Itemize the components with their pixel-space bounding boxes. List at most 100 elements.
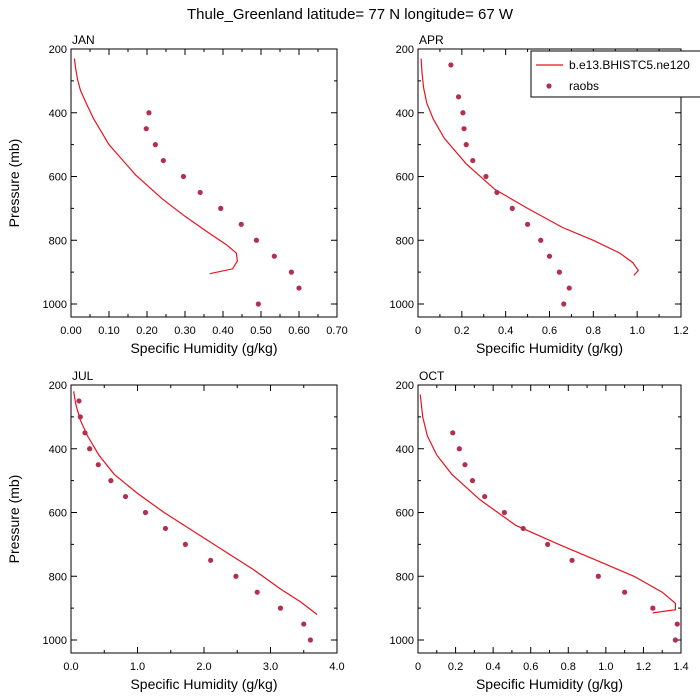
x-tick-label: 0.00 xyxy=(60,325,81,337)
raobs-point xyxy=(288,269,294,275)
panel-oct: OCT 200 400 600 800 1000 0 0.2 0.4 0.6 0.8 1.0 1.2 1.… xyxy=(390,369,689,692)
raobs-point xyxy=(180,173,187,180)
panel-apr: APR 200 400 600 800 1000 0 0.2 0.4 0.6 0.8 1.0 1.2 Sp… xyxy=(390,33,689,356)
x-tick-label: 0.2 xyxy=(454,325,469,337)
x-tick-label: 1.0 xyxy=(130,661,145,673)
legend-label-raobs: raobs xyxy=(569,79,599,93)
raobs-point xyxy=(483,173,489,180)
raobs-point xyxy=(462,462,468,468)
raobs-point xyxy=(674,621,680,627)
raobs-point xyxy=(143,126,149,132)
raobs-point xyxy=(463,142,469,148)
y-tick-label: 400 xyxy=(49,108,67,120)
raobs-point xyxy=(182,541,188,547)
x-tick-label: 0.50 xyxy=(250,325,271,337)
raobs-point xyxy=(122,493,129,500)
y-tick-label: 400 xyxy=(396,444,414,456)
y-tick-label: 1000 xyxy=(390,299,414,311)
raobs-point xyxy=(460,110,466,116)
panel-jul: JUL 200 400 600 800 1000 0.0 1.0 2.0 3.0 4.0 Specif… xyxy=(6,369,345,692)
raobs-point xyxy=(595,573,601,579)
plot-frame xyxy=(70,48,338,318)
raobs-point xyxy=(501,509,508,516)
y-tick-label: 600 xyxy=(49,508,67,520)
raobs-point xyxy=(520,525,526,532)
raobs-point xyxy=(152,142,158,148)
raobs-point xyxy=(546,253,553,259)
raobs-point xyxy=(650,605,656,611)
y-tick-label: 600 xyxy=(49,172,67,184)
panel-title: JUL xyxy=(72,369,94,383)
y-tick-label: 200 xyxy=(396,44,414,56)
x-tick-label: 0 xyxy=(415,661,421,673)
x-axis-label: Specific Humidity (g/kg) xyxy=(476,340,623,356)
y-tick-label: 600 xyxy=(396,172,414,184)
x-tick-label: 1.0 xyxy=(630,325,645,337)
raobs-point xyxy=(456,446,462,452)
raobs-point xyxy=(238,221,244,227)
series-line-model xyxy=(73,58,239,275)
raobs-point xyxy=(301,621,307,627)
raobs-point xyxy=(524,221,531,227)
raobs-point xyxy=(470,157,476,164)
x-tick-label: 0.70 xyxy=(326,325,347,337)
x-tick-label: 1.2 xyxy=(673,325,688,337)
raobs-point xyxy=(87,446,93,452)
y-axis-label: Pressure (mb) xyxy=(6,139,22,228)
x-tick-label: 0.60 xyxy=(288,325,309,337)
raobs-point xyxy=(277,605,284,611)
raobs-point xyxy=(197,189,203,196)
x-axis-label: Specific Humidity (g/kg) xyxy=(476,676,623,692)
legend: b.e13.BHISTC5.ne120 raobs xyxy=(530,50,700,98)
legend-label-model: b.e13.BHISTC5.ne120 xyxy=(569,58,690,72)
raobs-point xyxy=(461,126,467,132)
panels: JAN 200 400 600 800 1000 0.00 0.10 0.2 0 0.30 0.4 0 0… xyxy=(6,33,689,692)
raobs-point xyxy=(296,285,302,291)
x-tick-label: 0.30 xyxy=(174,325,195,337)
raobs-point xyxy=(255,301,261,307)
y-tick-label: 800 xyxy=(49,571,67,583)
x-axis-label: Specific Humidity (g/kg) xyxy=(130,676,277,692)
x-tick-label: 0.2 xyxy=(448,661,463,673)
raobs-point xyxy=(253,237,260,243)
raobs-point xyxy=(146,110,152,116)
raobs-point xyxy=(450,430,456,436)
panel-title: JAN xyxy=(72,33,95,47)
x-tick-label: 0 xyxy=(415,325,421,337)
y-tick-label: 400 xyxy=(396,108,414,120)
raobs-point xyxy=(566,285,572,291)
x-tick-label: 1.2 xyxy=(636,661,651,673)
y-tick-label: 1000 xyxy=(390,635,414,647)
x-tick-label: 0.6 xyxy=(523,661,538,673)
raobs-point xyxy=(455,94,462,100)
raobs-point xyxy=(162,525,169,532)
raobs-point xyxy=(545,541,551,547)
x-tick-label: 4.0 xyxy=(329,661,344,673)
y-tick-label: 800 xyxy=(396,235,414,247)
raobs-point xyxy=(233,573,239,579)
y-tick-label: 600 xyxy=(396,508,414,520)
raobs-point xyxy=(271,253,277,259)
y-tick-label: 200 xyxy=(396,380,414,392)
raobs-point xyxy=(482,493,488,500)
raobs-point xyxy=(82,430,88,436)
raobs-point xyxy=(469,478,476,484)
raobs-point xyxy=(672,637,678,643)
panel-title: OCT xyxy=(419,369,445,383)
plot-frame xyxy=(417,384,682,654)
x-tick-label: 0.10 xyxy=(98,325,119,337)
x-tick-label: 0.4 xyxy=(498,325,513,337)
figure-title: Thule_Greenland latitude= 77 N longitude… xyxy=(187,6,514,23)
x-tick-label: 0.4 xyxy=(485,661,500,673)
y-tick-label: 400 xyxy=(49,444,67,456)
x-tick-label: 2.0 xyxy=(196,661,211,673)
x-tick-label: 1.0 xyxy=(598,661,613,673)
y-tick-label: 1000 xyxy=(43,299,67,311)
y-tick-label: 800 xyxy=(49,235,67,247)
y-axis-label: Pressure (mb) xyxy=(6,475,22,564)
raobs-point xyxy=(76,398,82,404)
y-tick-label: 1000 xyxy=(43,635,67,647)
x-tick-label: 0.8 xyxy=(586,325,601,337)
x-tick-label: 1.4 xyxy=(673,661,688,673)
raobs-point xyxy=(622,589,628,595)
